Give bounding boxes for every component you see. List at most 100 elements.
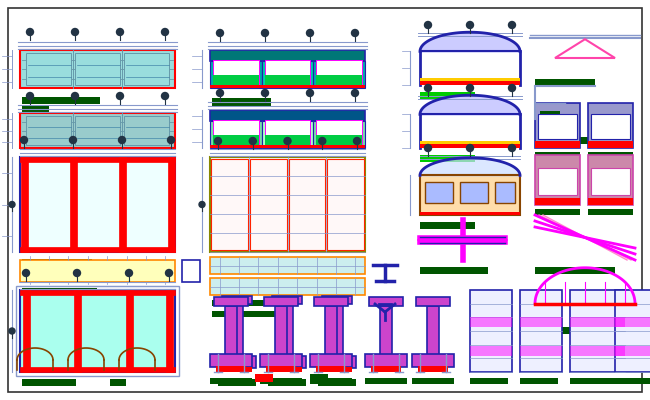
- Bar: [210, 278, 365, 295]
- Bar: [322, 367, 352, 372]
- Bar: [535, 152, 580, 158]
- Bar: [520, 346, 562, 356]
- Bar: [365, 354, 407, 367]
- Bar: [265, 120, 310, 145]
- Bar: [369, 296, 403, 306]
- Bar: [420, 81, 520, 85]
- Bar: [212, 98, 271, 106]
- Bar: [470, 378, 508, 384]
- Bar: [210, 145, 365, 148]
- Bar: [420, 92, 475, 99]
- Bar: [22, 106, 49, 113]
- Bar: [124, 53, 169, 85]
- Circle shape: [72, 28, 79, 36]
- Bar: [535, 141, 580, 148]
- Bar: [420, 78, 520, 81]
- Circle shape: [116, 92, 124, 100]
- Circle shape: [9, 202, 15, 208]
- Circle shape: [284, 138, 291, 144]
- Bar: [272, 296, 302, 304]
- Bar: [591, 168, 630, 195]
- Bar: [262, 61, 313, 88]
- Bar: [23, 290, 29, 372]
- Bar: [168, 157, 174, 252]
- Circle shape: [352, 30, 359, 36]
- Bar: [75, 116, 120, 145]
- Bar: [535, 137, 605, 144]
- Bar: [265, 135, 310, 145]
- Bar: [330, 304, 343, 357]
- Bar: [313, 121, 365, 148]
- Bar: [322, 296, 352, 304]
- Bar: [26, 116, 71, 145]
- Bar: [615, 290, 650, 372]
- Circle shape: [508, 22, 515, 28]
- Bar: [73, 290, 81, 372]
- Bar: [182, 260, 200, 282]
- Bar: [210, 354, 252, 367]
- Bar: [416, 296, 450, 306]
- Bar: [495, 182, 515, 203]
- Bar: [535, 267, 615, 274]
- Circle shape: [118, 136, 125, 144]
- Circle shape: [73, 270, 81, 276]
- Bar: [20, 290, 175, 295]
- Bar: [20, 157, 175, 252]
- Bar: [225, 306, 237, 356]
- Bar: [420, 141, 520, 144]
- Bar: [570, 317, 625, 327]
- Bar: [591, 114, 630, 139]
- Bar: [615, 346, 650, 356]
- Bar: [317, 60, 362, 85]
- Bar: [310, 354, 352, 367]
- Bar: [125, 290, 133, 372]
- Bar: [570, 290, 625, 372]
- Circle shape: [166, 270, 172, 276]
- Bar: [380, 306, 393, 356]
- Circle shape: [424, 84, 432, 92]
- Circle shape: [199, 202, 205, 208]
- Bar: [210, 121, 262, 148]
- Circle shape: [72, 92, 79, 100]
- Bar: [222, 296, 252, 304]
- Circle shape: [307, 30, 313, 36]
- Bar: [22, 269, 53, 276]
- Bar: [570, 378, 619, 384]
- Bar: [588, 155, 633, 205]
- Bar: [318, 356, 356, 368]
- Bar: [26, 53, 71, 85]
- Bar: [268, 379, 306, 386]
- Bar: [218, 379, 256, 386]
- Bar: [250, 159, 287, 250]
- Circle shape: [161, 28, 168, 36]
- Bar: [166, 290, 172, 372]
- Bar: [210, 61, 262, 88]
- Bar: [412, 378, 454, 384]
- Bar: [420, 222, 475, 229]
- Bar: [272, 367, 302, 372]
- Bar: [110, 379, 125, 386]
- Circle shape: [23, 270, 29, 276]
- Bar: [588, 141, 633, 148]
- Bar: [615, 317, 650, 327]
- Bar: [535, 155, 580, 205]
- Bar: [318, 379, 356, 386]
- Bar: [426, 306, 439, 356]
- Bar: [420, 144, 520, 148]
- Bar: [212, 158, 271, 166]
- Bar: [538, 168, 577, 195]
- Bar: [520, 290, 562, 372]
- Circle shape: [9, 328, 15, 334]
- Bar: [588, 198, 633, 205]
- Bar: [314, 296, 348, 306]
- Circle shape: [424, 144, 432, 152]
- Circle shape: [467, 22, 473, 28]
- Circle shape: [261, 90, 268, 96]
- Bar: [210, 157, 365, 252]
- Circle shape: [214, 138, 222, 144]
- Bar: [213, 75, 259, 85]
- Bar: [470, 346, 512, 356]
- Bar: [327, 159, 364, 250]
- Bar: [222, 367, 252, 372]
- Bar: [412, 354, 454, 367]
